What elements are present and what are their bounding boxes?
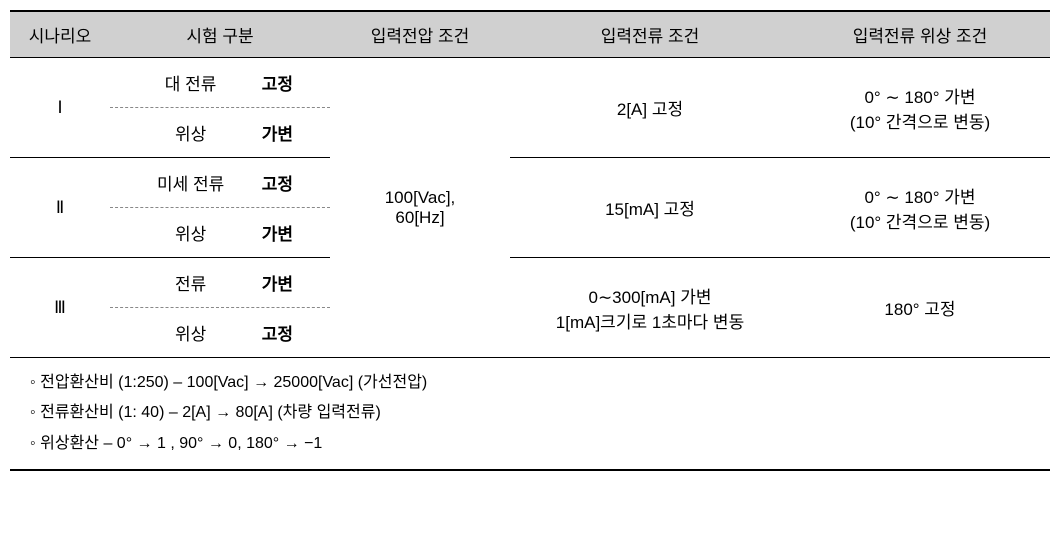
- current-cell: 15[mA] 고정: [510, 158, 790, 258]
- test-value: 고정: [250, 320, 304, 345]
- phase-cell: 180° 고정: [790, 258, 1050, 358]
- scenario-id: Ⅱ: [10, 158, 110, 258]
- table-row: Ⅰ 대 전류 고정 100[Vac], 60[Hz] 2[A] 고정 0° ∼ …: [10, 58, 1050, 108]
- test-cell: 전류 가변: [110, 258, 330, 308]
- test-label: 위상: [136, 220, 246, 245]
- phase-cell: 0° ∼ 180° 가변 (10° 간격으로 변동): [790, 158, 1050, 258]
- test-label: 미세 전류: [136, 170, 246, 195]
- test-cell: 미세 전류 고정: [110, 158, 330, 208]
- header-phase: 입력전류 위상 조건: [790, 11, 1050, 58]
- notes-section: 전압환산비 (1:250) – 100[Vac] → 25000[Vac] (가…: [10, 358, 1050, 471]
- specification-table: 시나리오 시험 구분 입력전압 조건 입력전류 조건 입력전류 위상 조건 Ⅰ …: [10, 10, 1050, 358]
- current-cell: 2[A] 고정: [510, 58, 790, 158]
- scenario-id: Ⅲ: [10, 258, 110, 358]
- note-line: 전류환산비 (1: 40) – 2[A] → 80[A] (차량 입력전류): [30, 398, 1030, 428]
- test-value: 고정: [250, 70, 304, 95]
- test-label: 전류: [136, 270, 246, 295]
- test-cell: 대 전류 고정: [110, 58, 330, 108]
- test-label: 위상: [136, 120, 246, 145]
- note-line: 위상환산 – 0° → 1 , 90° → 0, 180° → −1: [30, 429, 1030, 459]
- voltage-cell: 100[Vac], 60[Hz]: [330, 58, 510, 358]
- table-row: Ⅲ 전류 가변 0∼300[mA] 가변 1[mA]크기로 1초마다 변동 18…: [10, 258, 1050, 308]
- note-line: 전압환산비 (1:250) – 100[Vac] → 25000[Vac] (가…: [30, 368, 1030, 398]
- header-current: 입력전류 조건: [510, 11, 790, 58]
- table-row: Ⅱ 미세 전류 고정 15[mA] 고정 0° ∼ 180° 가변 (10° 간…: [10, 158, 1050, 208]
- test-cell: 위상 가변: [110, 208, 330, 258]
- test-value: 가변: [250, 220, 304, 245]
- header-voltage: 입력전압 조건: [330, 11, 510, 58]
- header-test: 시험 구분: [110, 11, 330, 58]
- table-header-row: 시나리오 시험 구분 입력전압 조건 입력전류 조건 입력전류 위상 조건: [10, 11, 1050, 58]
- test-value: 가변: [250, 120, 304, 145]
- scenario-id: Ⅰ: [10, 58, 110, 158]
- test-value: 가변: [250, 270, 304, 295]
- test-cell: 위상 가변: [110, 108, 330, 158]
- current-cell: 0∼300[mA] 가변 1[mA]크기로 1초마다 변동: [510, 258, 790, 358]
- test-cell: 위상 고정: [110, 308, 330, 358]
- phase-cell: 0° ∼ 180° 가변 (10° 간격으로 변동): [790, 58, 1050, 158]
- test-label: 위상: [136, 320, 246, 345]
- test-value: 고정: [250, 170, 304, 195]
- header-scenario: 시나리오: [10, 11, 110, 58]
- test-label: 대 전류: [136, 70, 246, 95]
